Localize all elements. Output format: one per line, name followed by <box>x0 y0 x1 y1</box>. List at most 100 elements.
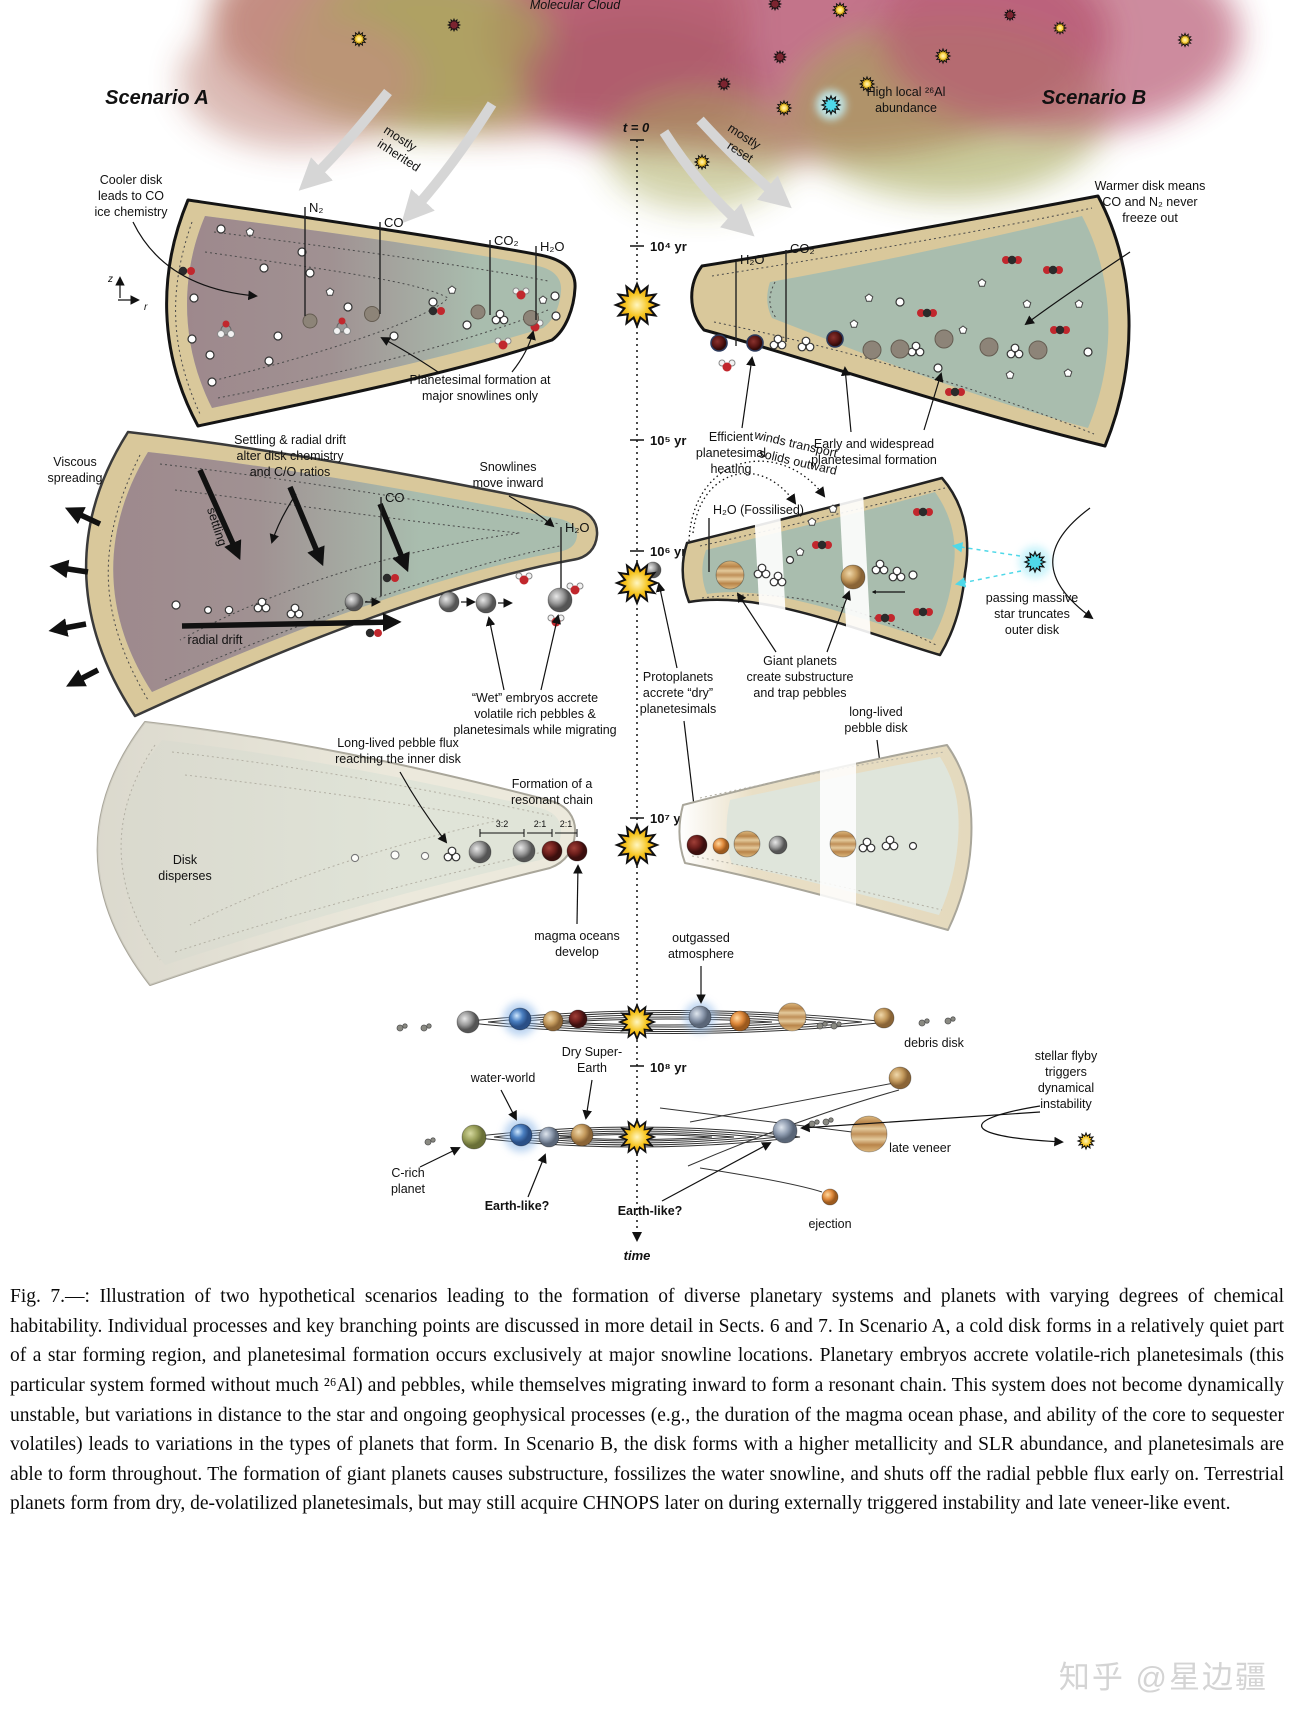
figure-caption: Fig. 7.—: Illustration of two hypothetic… <box>0 1282 1294 1519</box>
disk-a2: CO H₂O Viscous spreading Settling & radi… <box>48 430 617 737</box>
earth-like-label-2: Earth-like? <box>618 1204 683 1218</box>
svg-text:develop: develop <box>555 945 599 959</box>
svg-text:and C/O ratios: and C/O ratios <box>250 465 331 479</box>
system-top: debris disk outgassed atmosphere <box>396 931 965 1050</box>
resonance-32: 3:2 <box>496 819 509 829</box>
cooler-disk-label: Cooler disk leads to CO ice chemistry <box>95 173 169 219</box>
flyby-trajectory <box>1052 507 1094 620</box>
wind-arcs <box>688 460 826 542</box>
planet-magma <box>568 1009 588 1029</box>
co2-snowline-label: CO₂ <box>494 233 519 248</box>
watermark: 知乎 @星边疆 <box>1058 1660 1268 1695</box>
t4-label: 10⁴ yr <box>650 239 687 254</box>
svg-text:Snowlines: Snowlines <box>480 460 537 474</box>
co2-snowline-label: CO₂ <box>790 241 815 256</box>
planet-jupiter <box>850 1115 888 1153</box>
sun-icon <box>614 282 660 328</box>
molecular-cloud-label: Molecular Cloud <box>530 0 621 12</box>
disk-b1-snowlines: H₂O CO₂ <box>735 241 815 346</box>
svg-text:leads to CO: leads to CO <box>98 189 164 203</box>
t0-label: t = 0 <box>623 120 650 135</box>
svg-text:major snowlines only: major snowlines only <box>422 389 539 403</box>
disk-b3 <box>678 744 973 931</box>
resonance-21b: 2:1 <box>560 819 573 829</box>
planet-dark-red <box>686 834 708 856</box>
svg-text:planet: planet <box>391 1182 426 1196</box>
svg-text:passing massive: passing massive <box>986 591 1078 605</box>
disk-b3-planets <box>686 830 918 858</box>
planet-orange <box>712 837 730 855</box>
molecular-cloud: Molecular Cloud <box>180 0 1240 210</box>
high-al-label: High local ²⁶Al abundance <box>867 85 946 115</box>
svg-text:Formation of a: Formation of a <box>512 777 593 791</box>
earth-like-label-1: Earth-like? <box>485 1199 550 1213</box>
planet-water-world <box>508 1007 532 1031</box>
svg-text:Earth: Earth <box>577 1061 607 1075</box>
radial-drift-arrow <box>181 612 402 632</box>
svg-text:triggers: triggers <box>1045 1065 1087 1079</box>
axis-r-label: r <box>144 302 148 313</box>
svg-text:create substructure: create substructure <box>747 670 854 684</box>
svg-text:volatile rich pebbles &: volatile rich pebbles & <box>474 707 596 721</box>
svg-text:Dry Super-: Dry Super- <box>562 1045 622 1059</box>
timeline-axis: t = 0 10⁴ yr 10⁵ yr 10⁶ yr 10⁷ yr 10⁸ yr… <box>623 120 687 1263</box>
passing-star-label: passing massive star truncates outer dis… <box>986 591 1078 637</box>
svg-text:Efficient: Efficient <box>709 430 754 444</box>
trajectory-jupiter <box>659 1107 853 1133</box>
disk-a3: 3:2 2:1 2:1 Long-lived pebble flux reach… <box>96 721 620 986</box>
planet-orange <box>729 1010 751 1032</box>
disk-b2: winds transport solids outward H₂O (Foss… <box>640 428 1094 833</box>
magma-oceans-label: magma oceans develop <box>534 929 619 959</box>
system-bottom: late veneer ejection C-rich planet water… <box>391 1045 1098 1231</box>
svg-text:pebble disk: pebble disk <box>844 721 908 735</box>
svg-text:and trap pebbles: and trap pebbles <box>753 686 846 700</box>
disk-a1-snowlines: N₂ CO CO₂ H₂O <box>304 200 565 320</box>
planet-scattered <box>888 1066 912 1090</box>
sun-icon <box>619 1004 655 1040</box>
svg-text:Long-lived pebble flux: Long-lived pebble flux <box>337 736 459 750</box>
zr-axis: z r <box>107 274 148 313</box>
viscous-arrows <box>48 507 102 687</box>
pebble-flux-label: Long-lived pebble flux reaching the inne… <box>335 736 462 766</box>
caption-text: Illustration of two hypothetical scenari… <box>10 1286 1284 1515</box>
flyby-arrow <box>981 1105 1064 1147</box>
radial-drift-text: radial drift <box>188 633 243 647</box>
settling-arrows <box>181 468 410 632</box>
svg-text:High local ²⁶Al: High local ²⁶Al <box>867 85 946 99</box>
svg-text:instability: instability <box>1040 1097 1092 1111</box>
cloud-star-icons <box>351 0 1192 170</box>
svg-text:long-lived: long-lived <box>849 705 903 719</box>
settling-drift-label: Settling & radial drift alter disk chemi… <box>234 433 346 479</box>
flyby-star-icon <box>1077 1132 1095 1150</box>
disk-a1-contents <box>178 224 561 387</box>
svg-text:planetesimals while migrating: planetesimals while migrating <box>453 723 616 737</box>
late-veneer-arrow <box>800 1111 1041 1133</box>
svg-text:disperses: disperses <box>158 869 212 883</box>
time-label: time <box>624 1248 651 1263</box>
disk-b2-contents <box>644 504 933 623</box>
planet-gray <box>456 1010 480 1034</box>
scenario-b-title: Scenario B <box>1042 87 1146 109</box>
trajectory-out <box>689 1082 895 1123</box>
disk-a2-contents <box>171 572 584 638</box>
svg-text:heating: heating <box>710 462 751 476</box>
sun-icon <box>616 824 658 866</box>
svg-text:move inward: move inward <box>473 476 544 490</box>
svg-text:abundance: abundance <box>875 101 937 115</box>
planet-ejected <box>821 1188 839 1206</box>
svg-text:Disk: Disk <box>173 853 198 867</box>
snowlines-inward-label: Snowlines move inward <box>473 460 544 490</box>
t7-label: 10⁷ yr <box>650 811 686 826</box>
svg-text:Planetesimal formation at: Planetesimal formation at <box>409 373 551 387</box>
planet-c-rich <box>461 1124 487 1150</box>
trajectory-back <box>687 1089 900 1167</box>
planet-earth-like-1 <box>538 1126 560 1148</box>
warmer-disk-label: Warmer disk means CO and N₂ never freeze… <box>1095 179 1206 225</box>
svg-text:Cooler disk: Cooler disk <box>100 173 163 187</box>
h2o-snowline-label: H₂O <box>740 252 765 267</box>
svg-text:spreading: spreading <box>48 471 103 485</box>
t6-label: 10⁶ yr <box>650 544 686 559</box>
wet-embryos-label: “Wet” embryos accrete volatile rich pebb… <box>453 691 616 737</box>
resonant-chain: 3:2 2:1 2:1 <box>350 819 588 864</box>
